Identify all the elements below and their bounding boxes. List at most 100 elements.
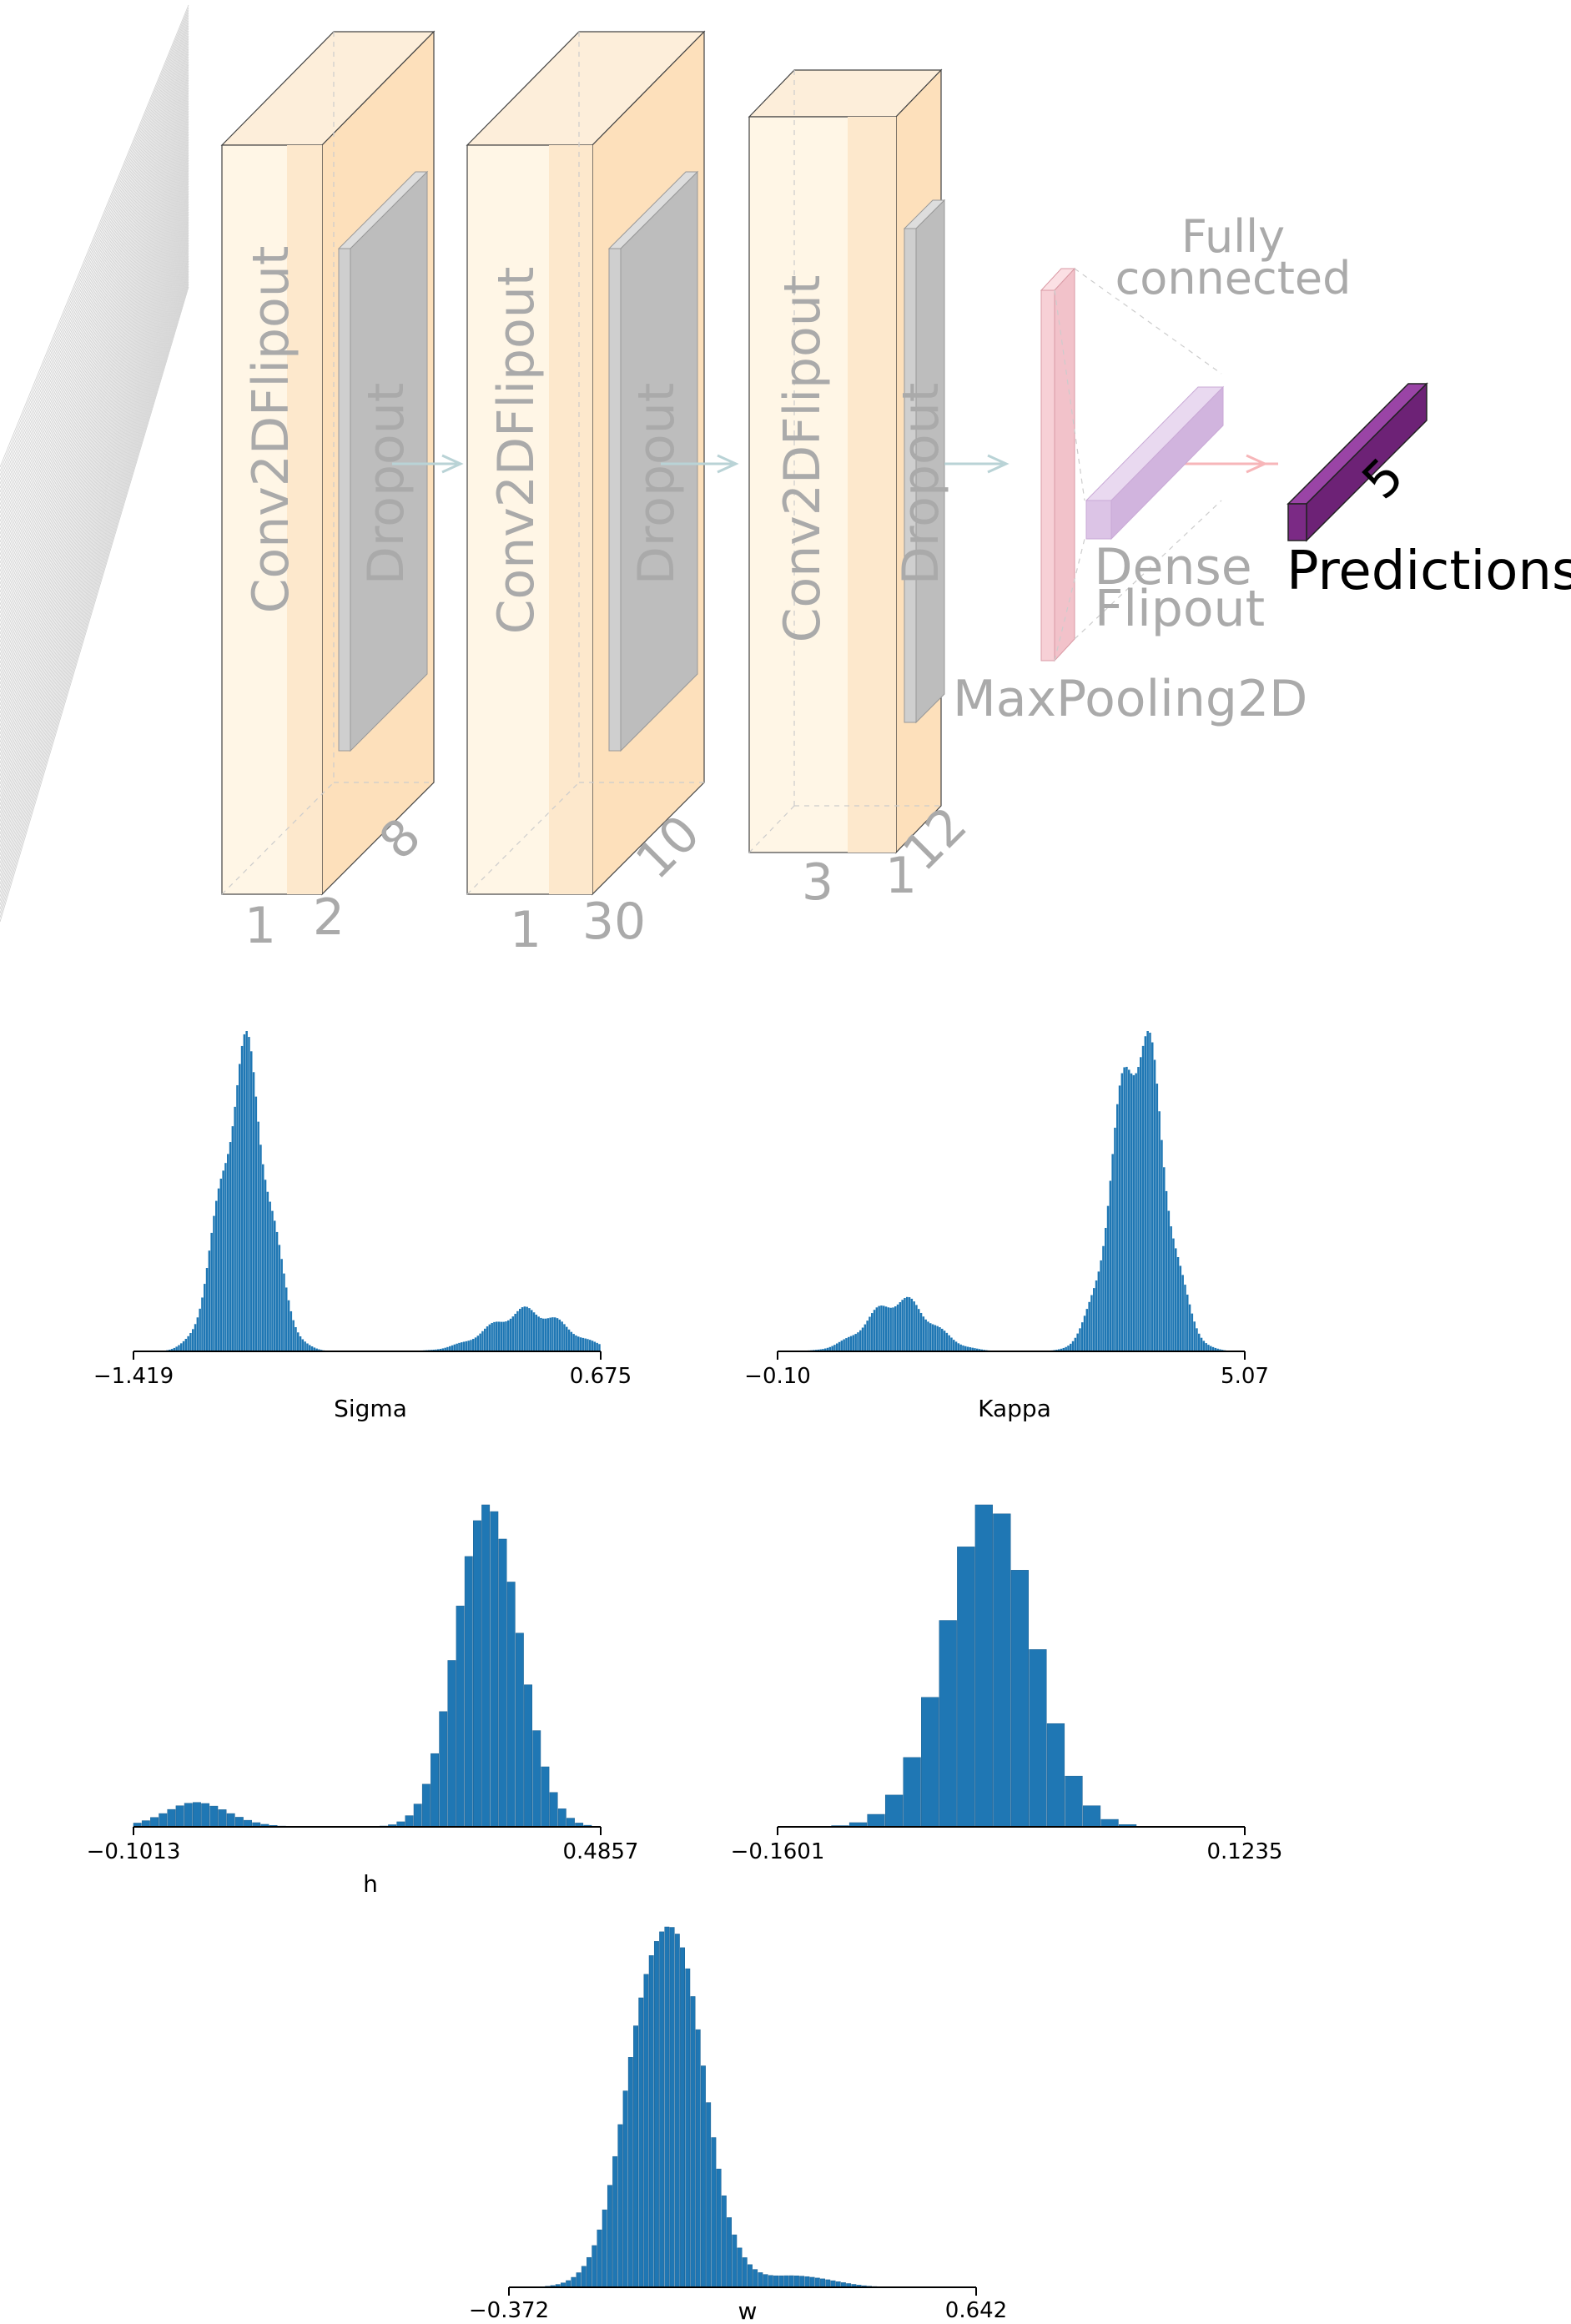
histogram-bar — [903, 1757, 921, 1828]
histogram-bar — [193, 1802, 201, 1828]
histogram-sigma: −1.419 0.675 Sigma — [93, 1031, 632, 1422]
histogram-bar — [1140, 1057, 1142, 1351]
histogram-bar — [849, 1336, 853, 1351]
histogram-bar — [292, 1320, 295, 1351]
histogram-bar — [500, 1321, 503, 1351]
histogram-bar — [542, 1318, 545, 1351]
maxpool-layer: MaxPooling2D — [953, 267, 1307, 728]
histogram-bar — [934, 1325, 937, 1351]
histogram-bar — [1214, 1347, 1217, 1351]
histogram-bar — [1090, 1295, 1093, 1351]
histogram-bar — [1184, 1285, 1186, 1351]
histogram-bar — [304, 1341, 306, 1351]
histogram-bar — [971, 1347, 974, 1351]
histogram-bar — [507, 1320, 510, 1351]
histogram-bar — [1144, 1036, 1147, 1351]
histogram-bar — [309, 1345, 311, 1351]
histogram-bar — [966, 1346, 969, 1351]
histogram-bar — [737, 2247, 743, 2288]
histogram-bar — [1165, 1190, 1168, 1351]
histogram-bar — [297, 1332, 300, 1351]
histogram-bar — [1156, 1084, 1159, 1351]
histogram-bar — [758, 2272, 763, 2288]
histogram-bar — [1097, 1271, 1100, 1351]
histogram-bar — [264, 1180, 267, 1351]
dropout-1-front — [338, 248, 351, 752]
histogram-bar — [596, 1342, 598, 1351]
histogram-bar — [479, 1333, 481, 1351]
conv-block-2-label: Conv2DFlipout — [487, 267, 546, 635]
histogram-bar — [458, 1342, 461, 1351]
histogram-bar — [1175, 1248, 1177, 1351]
histogram-bar — [208, 1250, 211, 1351]
histogram-bar — [1085, 1309, 1089, 1351]
dense-label-line2: Flipout — [1095, 580, 1265, 638]
histogram-bar — [921, 1697, 939, 1828]
histogram-bar — [592, 2245, 597, 2288]
histogram-bar — [974, 1504, 993, 1828]
histogram-bar — [537, 1316, 540, 1351]
histogram-bar — [1200, 1337, 1203, 1351]
histogram-bar — [1128, 1069, 1130, 1351]
histogram-bar — [535, 1315, 538, 1351]
histogram-bar — [695, 2029, 701, 2288]
conv-block-1-dim-depth: 2 — [313, 888, 345, 947]
histogram-bar — [1065, 1346, 1067, 1351]
histogram-bar — [1216, 1348, 1219, 1351]
histogram-bar — [1081, 1322, 1084, 1351]
histogram-bar — [244, 1819, 252, 1828]
histogram-bar — [486, 1326, 489, 1351]
histogram-bar — [922, 1316, 925, 1351]
histogram-bar — [576, 2272, 582, 2288]
histogram-bar — [597, 2229, 602, 2288]
dense-label-line1: Dense — [1094, 538, 1251, 596]
histogram-bar — [1116, 1104, 1119, 1351]
histogram-bar — [589, 1340, 592, 1351]
histogram-bar — [528, 1308, 531, 1351]
histogram-bar — [269, 1201, 271, 1351]
histogram-bar — [582, 1337, 585, 1351]
histogram-bar — [1088, 1301, 1090, 1351]
histogram-bar — [1093, 1288, 1095, 1351]
histogram-bar — [941, 1328, 944, 1351]
histogram-bar — [788, 2275, 794, 2288]
histogram-bar — [1071, 1341, 1075, 1351]
histogram-bar — [1109, 1180, 1112, 1351]
histogram-bar — [778, 2275, 784, 2288]
histogram-bar — [581, 2266, 587, 2288]
histogram-bar — [1125, 1066, 1128, 1351]
histogram-bar — [546, 1318, 550, 1351]
histogram-bar — [250, 1051, 253, 1351]
conv-block-1-label: Conv2DFlipout — [242, 246, 300, 614]
histogram-bar — [579, 1337, 582, 1351]
histogram-bar — [896, 1304, 899, 1351]
histogram-bar — [727, 2217, 733, 2288]
histogram-bar — [1193, 1321, 1196, 1351]
histogram-bar — [1058, 1349, 1060, 1351]
histogram-bar — [170, 1349, 174, 1351]
histogram-bar — [1070, 1343, 1072, 1351]
histogram-bar — [648, 1955, 654, 2288]
histogram-bar — [476, 1336, 480, 1351]
histogram-bar — [511, 1316, 515, 1351]
histogram-bar — [481, 1504, 491, 1828]
histogram-bar — [449, 1346, 451, 1351]
conv-block-2-dim-depth: 30 — [582, 893, 646, 951]
x-tick-label: 0.1235 — [1207, 1839, 1283, 1864]
histogram-bar — [593, 1341, 597, 1351]
histogram-bar — [1060, 1348, 1063, 1351]
histogram-bar — [201, 1297, 204, 1351]
histogram-bar — [1188, 1304, 1191, 1351]
histogram-bar — [217, 1188, 220, 1351]
histogram-bar — [218, 1809, 227, 1828]
histogram-bar — [524, 1684, 532, 1828]
histogram-bar — [196, 1317, 199, 1351]
histogram-bar — [456, 1343, 458, 1351]
histogram-bar — [446, 1346, 449, 1351]
histogram-bar — [838, 1341, 841, 1351]
histogram-bar — [836, 1343, 838, 1351]
x-tick-label: 0.642 — [945, 2298, 1007, 2323]
histogram-bar — [742, 2257, 748, 2288]
histogram-bar — [310, 1346, 314, 1351]
histogram-bar — [845, 1338, 848, 1351]
